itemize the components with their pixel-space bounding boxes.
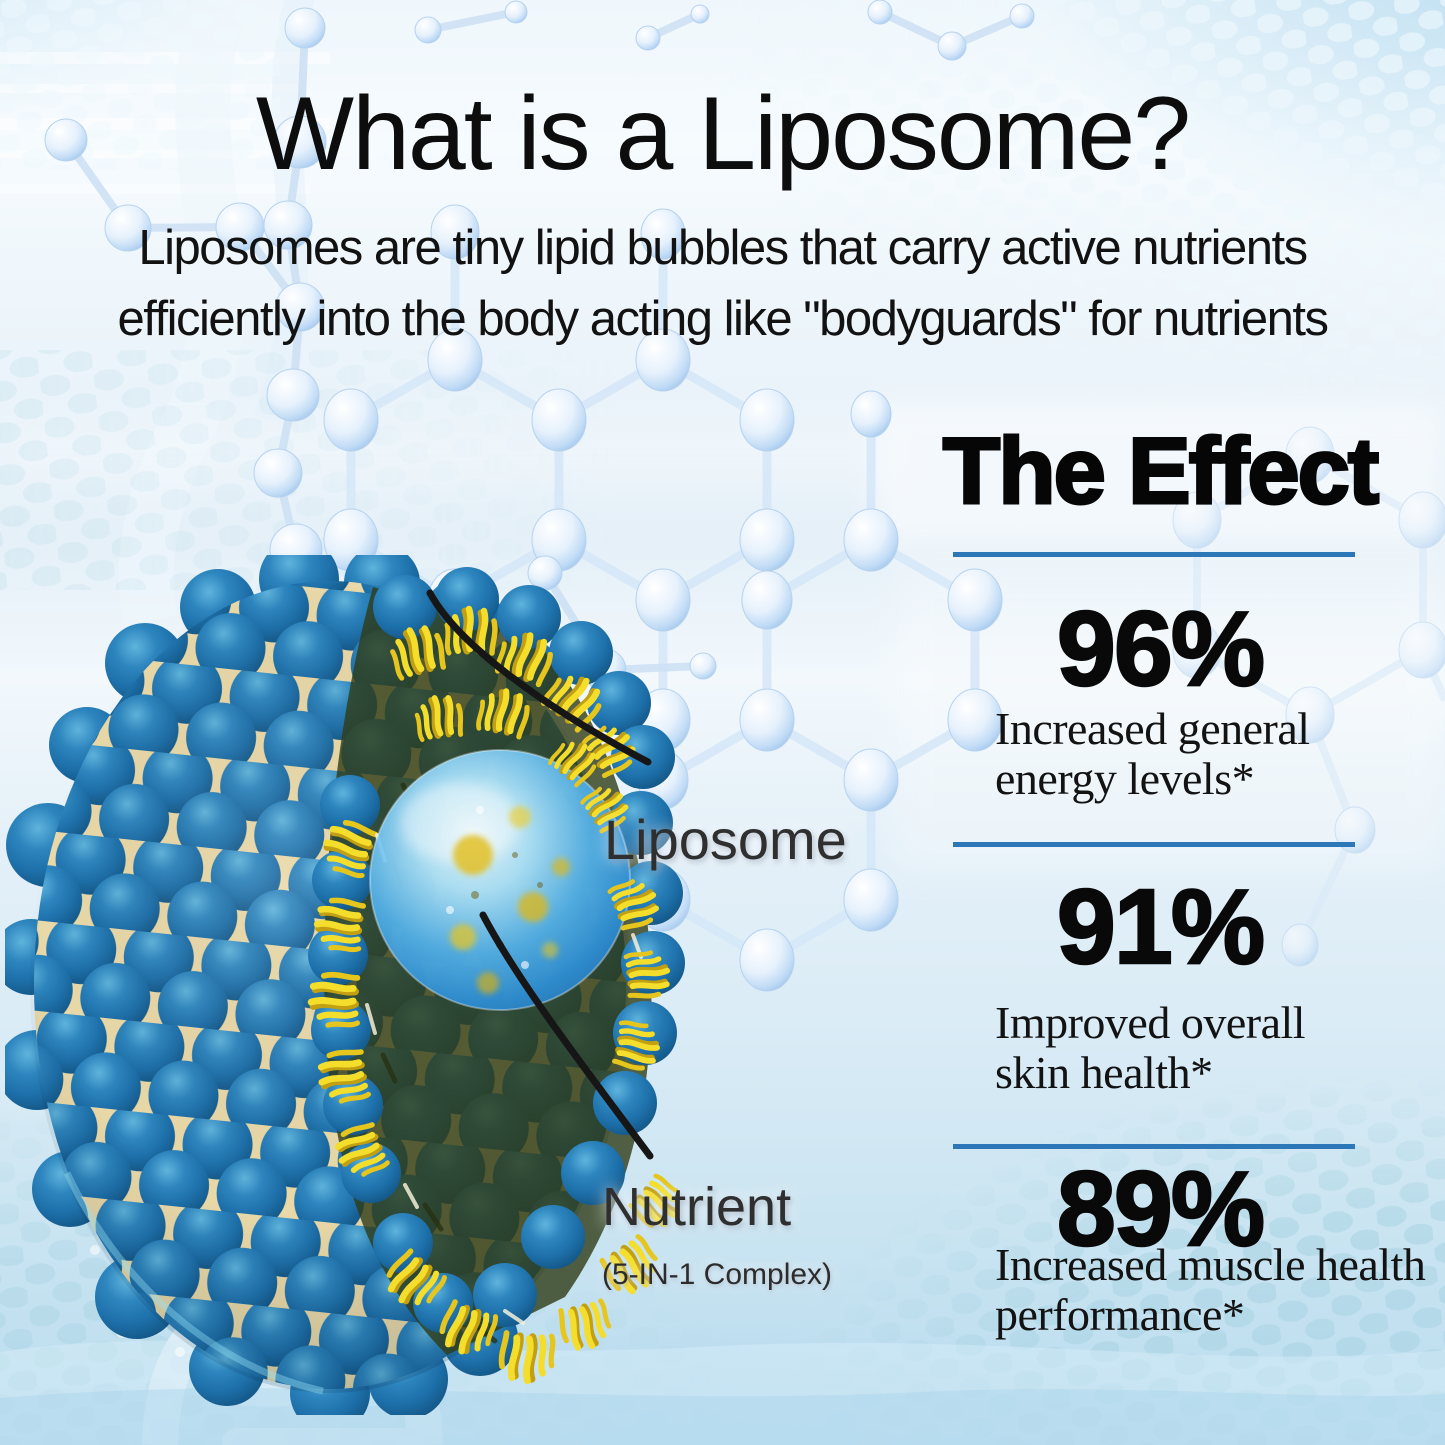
stat-desc-line: performance*: [995, 1288, 1245, 1340]
callout-lines: [426, 589, 654, 1160]
divider-3: [953, 1144, 1355, 1149]
stat-value-energy: 96%: [1056, 590, 1267, 708]
stat-desc-line: Improved overall: [995, 997, 1306, 1048]
hexagon-right-decor: [1172, 426, 1445, 967]
page-title: What is a Liposome?: [255, 76, 1191, 192]
stat-desc-skin: Improved overall skin health*: [995, 998, 1445, 1097]
stat-desc-line: Increased general: [995, 703, 1310, 754]
divider-2: [953, 842, 1355, 847]
subtitle: Liposomes are tiny lipid bubbles that ca…: [0, 213, 1445, 355]
stat-desc-muscle: Increased muscle health performance*: [995, 1240, 1445, 1339]
stat-desc-line: skin health*: [995, 1046, 1213, 1098]
nutrient-callout-sublabel: (5-IN-1 Complex): [602, 1258, 833, 1291]
stat-desc-energy: Increased general energy levels*: [995, 704, 1445, 803]
subtitle-line-2: efficiently into the body acting like "b…: [117, 292, 1329, 347]
stat-value-skin: 91%: [1056, 868, 1267, 986]
liposome-callout-label: Liposome: [604, 808, 847, 871]
nutrient-pointer-line: [479, 911, 654, 1160]
liposome-pointer-line: [426, 589, 652, 766]
nutrient-callout-label: Nutrient: [602, 1177, 792, 1237]
liposome-cutaway-illustration: [5, 555, 685, 1415]
effect-heading: The Effect: [941, 418, 1380, 523]
stat-value-muscle: 89%: [1056, 1150, 1267, 1268]
nutrient-core: [369, 749, 631, 1011]
divider-1: [953, 552, 1355, 557]
stat-desc-line: Increased muscle health: [995, 1239, 1426, 1290]
molecule-chains-decor: [44, 0, 1035, 692]
subtitle-line-1: Liposomes are tiny lipid bubbles that ca…: [138, 221, 1308, 275]
stat-desc-line: energy levels*: [995, 752, 1255, 804]
